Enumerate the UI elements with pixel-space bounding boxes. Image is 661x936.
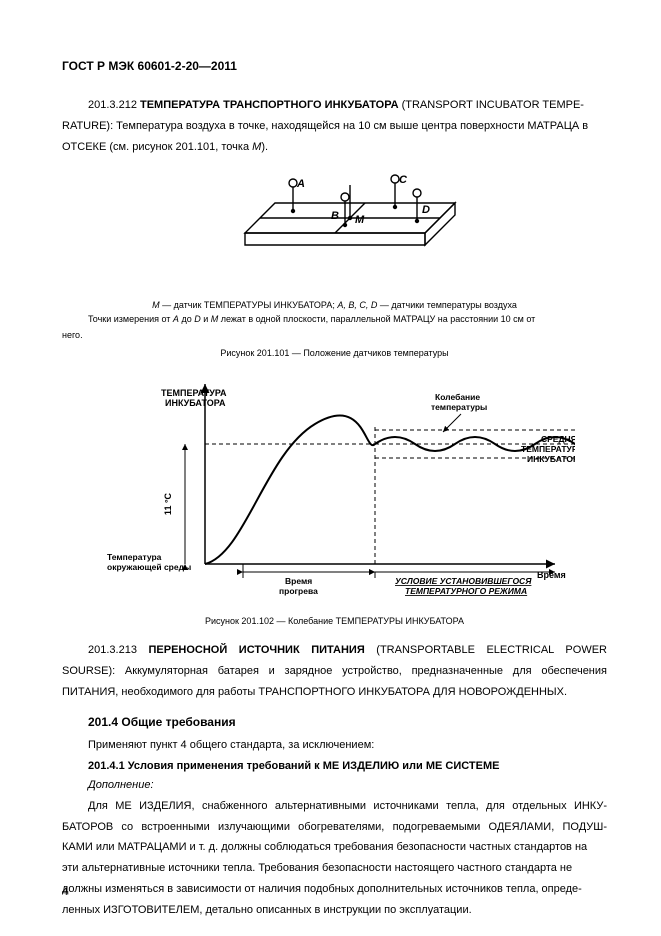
- t: и: [201, 314, 211, 324]
- svg-text:СРЕДНЯЯ: СРЕДНЯЯ: [541, 434, 575, 444]
- legend-abcd: A, B, C, D: [337, 300, 377, 310]
- term-paren: (TRANSPORT INCUBATOR TEMPE-: [399, 99, 584, 111]
- clause-body-l2: SOURSE): Аккумуляторная батарея и зарядн…: [62, 664, 607, 679]
- t: до: [179, 314, 194, 324]
- section-intro: Применяют пункт 4 общего стандарта, за и…: [62, 738, 607, 753]
- figure-201-101: A B C D M: [185, 163, 485, 293]
- subsection-201-4-1: 201.4.1 Условия применения требований к …: [62, 759, 607, 774]
- body-l3: КАМИ или МАТРАЦАМИ и т. д. должны соблюд…: [62, 840, 607, 855]
- figure-legend-1: M — датчик ТЕМПЕРАТУРЫ ИНКУБАТОРА; A, B,…: [62, 299, 607, 311]
- section-201-4: 201.4 Общие требования: [62, 714, 607, 730]
- svg-text:прогрева: прогрева: [279, 586, 318, 596]
- svg-text:C: C: [399, 174, 408, 186]
- svg-text:B: B: [331, 210, 339, 222]
- page: ГОСТ Р МЭК 60601-2-20—2011 201.3.212 ТЕМ…: [0, 0, 661, 936]
- figure-note-cont: него.: [62, 329, 607, 341]
- svg-text:ИНКУБАТОРА: ИНКУБАТОРА: [527, 454, 575, 464]
- page-number: 4: [62, 885, 68, 900]
- text: ОТСЕКЕ (см. рисунок 201.101, точка: [62, 141, 252, 153]
- clause-201-3-213: 201.3.213 ПЕРЕНОСНОЙ ИСТОЧНИК ПИТАНИЯ (T…: [62, 643, 607, 658]
- clause-body-l3: ПИТАНИЯ, необходимого для работы ТРАНСПО…: [62, 685, 607, 700]
- term: ТЕМПЕРАТУРА ТРАНСПОРТНОГО ИНКУБАТОРА: [140, 99, 399, 111]
- body-l2: БАТОРОВ со встроенными излучающими обогр…: [62, 820, 607, 835]
- figure-caption-2: Рисунок 201.102 — Колебание ТЕМПЕРАТУРЫ …: [62, 615, 607, 627]
- standard-header: ГОСТ Р МЭК 60601-2-20—2011: [62, 58, 607, 74]
- point-m: M: [252, 141, 261, 153]
- clause-number: 201.3.212: [88, 99, 140, 111]
- svg-text:ТЕМПЕРАТУРНОГО РЕЖИМА: ТЕМПЕРАТУРНОГО РЕЖИМА: [405, 586, 527, 596]
- body-l5: должны изменяться в зависимости от налич…: [62, 882, 607, 897]
- term-paren: (TRANSPORTABLE ELECTRICAL POWER: [365, 644, 607, 656]
- svg-text:M: M: [355, 214, 365, 226]
- clause-line2: RATURE): Температура воздуха в точке, на…: [62, 119, 607, 134]
- svg-text:ТЕМПЕРАТУРА: ТЕМПЕРАТУРА: [161, 388, 227, 398]
- body-l6: ленных ИЗГОТОВИТЕЛЕМ, детально описанных…: [62, 903, 607, 918]
- text: ).: [261, 141, 268, 153]
- svg-text:Колебание: Колебание: [435, 392, 480, 402]
- figure-note: Точки измерения от A до D и M лежат в од…: [62, 313, 607, 325]
- clause-number: 201.3.213: [88, 644, 148, 656]
- legend-text: — датчик ТЕМПЕРАТУРЫ ИНКУБАТОРА;: [160, 300, 338, 310]
- svg-text:температуры: температуры: [431, 402, 487, 412]
- svg-text:Время: Время: [285, 576, 312, 586]
- svg-text:ИНКУБАТОРА: ИНКУБАТОРА: [165, 398, 226, 408]
- svg-text:ТЕМПЕРАТУРА: ТЕМПЕРАТУРА: [521, 444, 575, 454]
- t: лежат в одной плоскости, параллельной МА…: [218, 314, 535, 324]
- clause-line3: ОТСЕКЕ (см. рисунок 201.101, точка M).: [62, 140, 607, 155]
- figure-201-102: ТЕМПЕРАТУРАИНКУБАТОРАВремя11 °CТемперату…: [95, 369, 575, 609]
- t: Точки измерения от: [88, 314, 173, 324]
- svg-text:D: D: [422, 204, 430, 216]
- svg-text:11 °C: 11 °C: [163, 493, 173, 516]
- svg-text:Температура: Температура: [107, 552, 162, 562]
- svg-text:УСЛОВИЕ УСТАНОВИВШЕГОСЯ: УСЛОВИЕ УСТАНОВИВШЕГОСЯ: [395, 576, 532, 586]
- term: ПЕРЕНОСНОЙ ИСТОЧНИК ПИТАНИЯ: [148, 644, 364, 656]
- body-l4: эти альтернативные источники тепла. Треб…: [62, 861, 607, 876]
- clause-201-3-212: 201.3.212 ТЕМПЕРАТУРА ТРАНСПОРТНОГО ИНКУ…: [62, 98, 607, 113]
- body-l1: Для МЕ ИЗДЕЛИЯ, снабженного альтернативн…: [62, 799, 607, 814]
- addition-label: Дополнение:: [62, 778, 607, 793]
- legend-m: M: [152, 300, 160, 310]
- figure-caption-1: Рисунок 201.101 — Положение датчиков тем…: [62, 347, 607, 359]
- svg-text:окружающей среды: окружающей среды: [107, 562, 191, 572]
- svg-text:A: A: [296, 178, 305, 190]
- legend-text: — датчики температуры воздуха: [377, 300, 517, 310]
